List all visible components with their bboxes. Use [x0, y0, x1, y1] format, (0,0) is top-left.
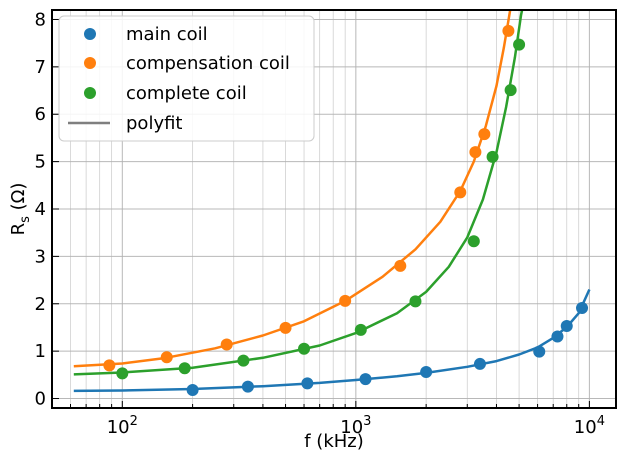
y-tick-label: 1 [35, 341, 46, 362]
legend-marker-main-coil [84, 28, 96, 40]
legend-label-polyfit: polyfit [126, 113, 183, 134]
legend-entry-polyfit: polyfit [68, 113, 183, 134]
data-point-main-coil [533, 345, 546, 358]
legend-entry-main-coil: main coil [84, 24, 208, 45]
legend-label-main-coil: main coil [126, 24, 208, 45]
legend-label-complete-coil: complete coil [126, 83, 247, 104]
plot-area [73, 10, 591, 396]
legend-entry-complete-coil: complete coil [84, 83, 247, 104]
x-tick-base: 10 [340, 417, 363, 438]
y-tick-label: 2 [35, 294, 46, 315]
data-point-main-coil [576, 302, 589, 315]
data-point-complete-coil [467, 235, 480, 248]
y-axis-label: Rs (Ω) [8, 183, 33, 236]
y-tick-label: 5 [35, 152, 46, 173]
data-point-compensation-coil [339, 294, 352, 307]
data-point-main-coil [359, 373, 372, 386]
data-point-main-coil [560, 320, 573, 333]
fit-line-complete-coil [73, 10, 524, 376]
y-axis-label-subscript: s [18, 216, 33, 223]
data-point-compensation-coil [220, 338, 233, 351]
data-point-complete-coil [354, 323, 367, 336]
x-tick-base: 10 [574, 417, 597, 438]
data-point-complete-coil [504, 84, 517, 97]
data-point-compensation-coil [103, 359, 116, 372]
data-point-complete-coil [298, 342, 311, 355]
data-point-compensation-coil [469, 146, 482, 159]
data-point-complete-coil [237, 354, 250, 367]
legend-label-compensation-coil: compensation coil [126, 53, 290, 74]
x-tick-label: 104 [574, 414, 605, 438]
x-tick-label: 103 [340, 414, 371, 438]
data-point-complete-coil [513, 38, 526, 51]
y-axis-label-main: R [8, 223, 29, 236]
data-point-main-coil [301, 377, 314, 390]
x-tick-label: 102 [107, 414, 138, 438]
legend: main coil compensation coil complete coi… [58, 15, 315, 142]
legend-marker-compensation-coil [84, 57, 96, 69]
data-point-compensation-coil [454, 186, 467, 199]
x-tick-base: 10 [107, 417, 130, 438]
data-point-compensation-coil [478, 128, 491, 141]
data-point-main-coil [420, 365, 433, 378]
data-point-complete-coil [409, 295, 422, 308]
y-tick-label: 4 [35, 199, 46, 220]
x-tick-exponent: 2 [130, 414, 138, 429]
data-point-main-coil [551, 330, 564, 343]
data-point-compensation-coil [160, 351, 173, 364]
y-tick-label: 7 [35, 57, 46, 78]
y-axis-label-unit: (Ω) [8, 183, 29, 217]
data-point-compensation-coil [502, 24, 515, 37]
legend-box [58, 15, 315, 142]
data-point-complete-coil [116, 367, 129, 380]
data-point-complete-coil [486, 150, 499, 163]
y-tick-label: 0 [35, 389, 46, 410]
data-point-main-coil [241, 380, 254, 393]
y-tick-label: 8 [35, 9, 46, 30]
x-tick-exponent: 4 [597, 414, 605, 429]
data-point-compensation-coil [279, 321, 292, 334]
data-point-compensation-coil [394, 259, 407, 272]
legend-marker-complete-coil [84, 87, 96, 99]
legend-entry-compensation-coil: compensation coil [84, 53, 290, 74]
y-tick-label: 6 [35, 104, 46, 125]
data-point-complete-coil [178, 362, 191, 375]
data-point-main-coil [473, 357, 486, 370]
x-tick-exponent: 3 [363, 414, 371, 429]
data-point-main-coil [186, 383, 199, 396]
y-tick-label: 3 [35, 246, 46, 267]
x-axis-label: f (kHz) [304, 431, 364, 452]
